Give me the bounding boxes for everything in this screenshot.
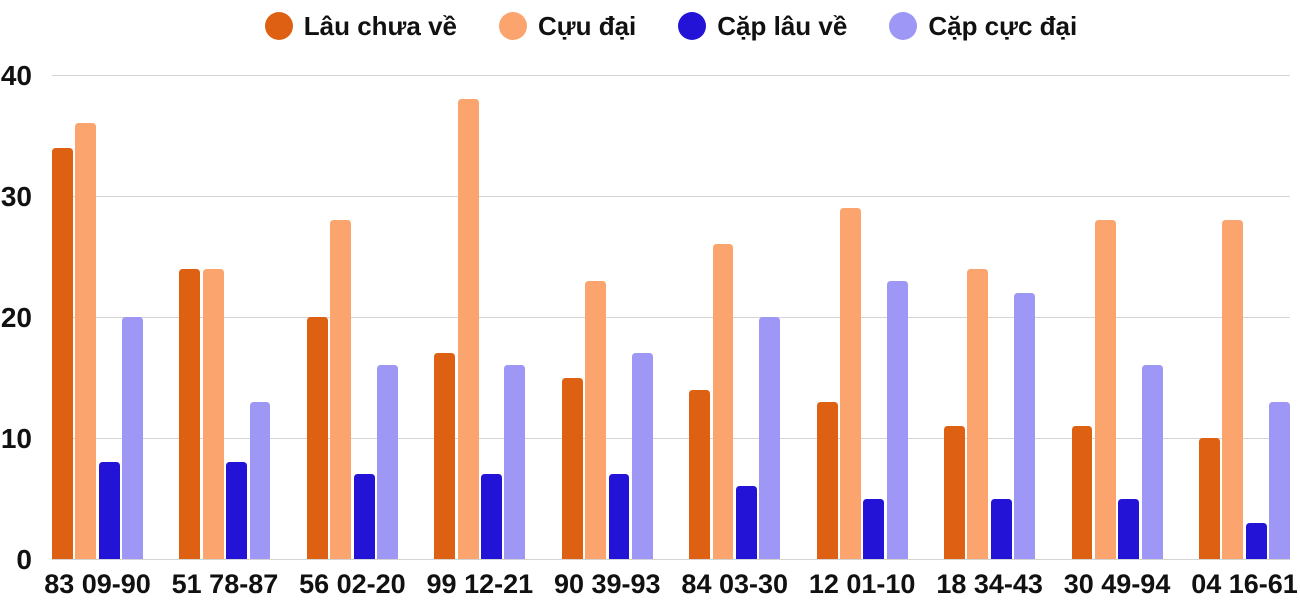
x-axis-category-label: 56 02-20 <box>299 569 406 599</box>
bar-5-series-2[interactable] <box>735 486 757 559</box>
bar-group-6 <box>816 75 908 559</box>
x-axis-category-label: 83 09-90 <box>44 569 151 599</box>
bar-group-9 <box>1198 75 1290 559</box>
bar-group-3 <box>434 75 526 559</box>
bar-6-series-2[interactable] <box>863 498 885 559</box>
y-axis-tick-label: 0 <box>16 543 32 575</box>
legend-swatch-circle-icon <box>264 12 293 40</box>
bar-9-series-0[interactable] <box>1198 438 1220 559</box>
x-axis-category-label: 51 78-87 <box>171 569 279 599</box>
legend-item-3[interactable]: Cặp cực đại <box>889 9 1077 43</box>
bar-6-series-1[interactable] <box>840 208 861 559</box>
bar-group-8 <box>1071 75 1163 559</box>
bar-8-series-0[interactable] <box>1071 425 1093 559</box>
bar-group-7 <box>944 75 1036 559</box>
bar-0-series-1[interactable] <box>75 123 97 559</box>
bars-container <box>52 75 1290 559</box>
x-axis-category-label: 12 01-10 <box>808 569 916 599</box>
bar-7-series-1[interactable] <box>967 268 989 559</box>
bar-7-series-2[interactable] <box>990 498 1012 559</box>
gridline-20 <box>52 317 1290 318</box>
bar-7-series-3[interactable] <box>1014 292 1036 559</box>
x-axis-category-label: 90 39-93 <box>553 569 661 599</box>
legend-swatch-circle-icon <box>499 12 527 40</box>
x-axis-category-label: 84 03-30 <box>681 569 789 599</box>
y-axis-tick-label: 20 <box>0 301 32 333</box>
bar-8-series-3[interactable] <box>1141 365 1163 559</box>
bar-3-series-2[interactable] <box>481 474 502 559</box>
bar-2-series-1[interactable] <box>330 220 352 559</box>
bar-2-series-3[interactable] <box>377 365 398 559</box>
bar-9-series-3[interactable] <box>1269 401 1290 559</box>
bar-group-5 <box>689 75 781 559</box>
bar-group-2 <box>306 75 398 559</box>
bar-0-series-0[interactable] <box>52 147 73 559</box>
x-axis-category-label: 99 12-21 <box>426 569 534 599</box>
y-axis-tick-label: 10 <box>0 422 32 454</box>
bar-4-series-2[interactable] <box>608 474 630 559</box>
plot-area: 0 10 20 30 40 <box>1 61 1290 573</box>
gridline-10 <box>52 438 1290 439</box>
bar-6-series-0[interactable] <box>816 401 838 559</box>
bar-0-series-3[interactable] <box>122 317 143 559</box>
bar-5-series-3[interactable] <box>759 317 781 559</box>
gridline-30 <box>52 196 1290 197</box>
legend-item-2[interactable]: Cặp lâu về <box>678 9 847 43</box>
bar-3-series-3[interactable] <box>504 365 526 559</box>
legend-swatch-circle-icon <box>678 12 707 40</box>
legend-item-0[interactable]: Lâu chưa về <box>264 9 457 43</box>
x-axis-category-label: 04 16-61 <box>1191 569 1298 599</box>
bar-group-1 <box>179 75 271 559</box>
bar-group-0 <box>52 75 143 559</box>
chart-legend: Lâu chưa về Cựu đại Cặp lâu về Cặp cực đại <box>52 9 1290 43</box>
bar-1-series-3[interactable] <box>249 401 271 559</box>
bar-6-series-3[interactable] <box>886 280 908 559</box>
bar-4-series-3[interactable] <box>631 353 653 559</box>
legend-item-1[interactable]: Cựu đại <box>499 9 636 43</box>
bar-3-series-0[interactable] <box>434 353 456 559</box>
legend-label: Cặp lâu về <box>717 11 848 41</box>
y-axis-tick-label: 30 <box>0 180 32 212</box>
bar-4-series-0[interactable] <box>561 377 583 559</box>
bar-0-series-2[interactable] <box>98 462 120 559</box>
x-axis-category-label: 18 34-43 <box>936 569 1043 599</box>
legend-label: Lâu chưa về <box>303 11 457 41</box>
bar-9-series-2[interactable] <box>1245 522 1267 559</box>
x-axis-category-label: 30 49-94 <box>1063 569 1171 599</box>
y-axis-tick-label: 40 <box>0 59 32 91</box>
bar-2-series-0[interactable] <box>306 317 328 559</box>
gridline-40 <box>52 75 1290 76</box>
legend-label: Cặp cực đại <box>928 11 1078 41</box>
bar-1-series-1[interactable] <box>202 268 224 559</box>
bar-1-series-2[interactable] <box>226 462 248 559</box>
bar-3-series-1[interactable] <box>457 99 479 559</box>
bar-9-series-1[interactable] <box>1222 220 1244 559</box>
bar-8-series-1[interactable] <box>1094 220 1116 559</box>
legend-label: Cựu đại <box>538 11 637 41</box>
bar-group-4 <box>561 75 653 559</box>
bar-8-series-2[interactable] <box>1118 498 1140 559</box>
bar-5-series-0[interactable] <box>689 389 711 559</box>
legend-swatch-circle-icon <box>889 12 918 40</box>
bar-1-series-0[interactable] <box>179 268 201 559</box>
bar-5-series-1[interactable] <box>712 244 734 559</box>
bar-4-series-1[interactable] <box>585 280 606 559</box>
gridline-0 <box>52 559 1290 560</box>
x-axis-labels: 83 09-90 51 78-87 56 02-20 99 12-21 90 39-93… <box>44 559 1298 600</box>
bar-7-series-0[interactable] <box>944 425 965 559</box>
bar-2-series-2[interactable] <box>353 474 375 559</box>
